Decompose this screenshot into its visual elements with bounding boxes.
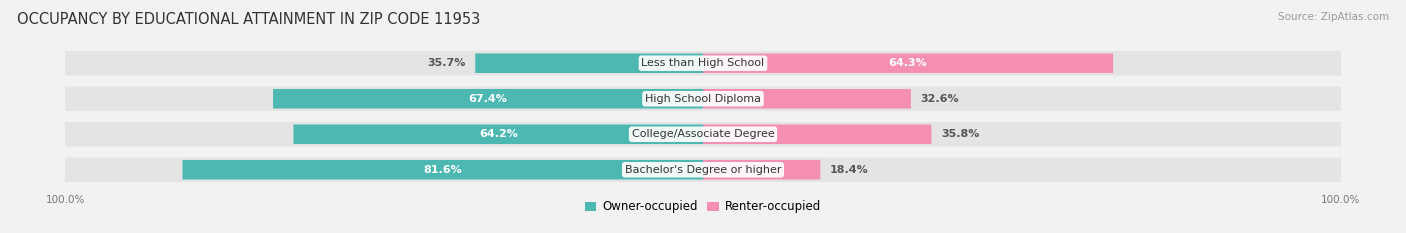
- Text: 32.6%: 32.6%: [921, 94, 959, 104]
- FancyBboxPatch shape: [65, 122, 1341, 147]
- Text: High School Diploma: High School Diploma: [645, 94, 761, 104]
- Legend: Owner-occupied, Renter-occupied: Owner-occupied, Renter-occupied: [579, 195, 827, 218]
- Text: 35.8%: 35.8%: [941, 129, 980, 139]
- Text: 35.7%: 35.7%: [427, 58, 465, 68]
- FancyBboxPatch shape: [273, 89, 703, 109]
- FancyBboxPatch shape: [65, 51, 1341, 75]
- FancyBboxPatch shape: [65, 158, 1341, 182]
- Text: 18.4%: 18.4%: [830, 165, 869, 175]
- Text: Source: ZipAtlas.com: Source: ZipAtlas.com: [1278, 12, 1389, 22]
- FancyBboxPatch shape: [475, 54, 703, 73]
- FancyBboxPatch shape: [703, 124, 931, 144]
- FancyBboxPatch shape: [183, 160, 703, 179]
- FancyBboxPatch shape: [65, 86, 1341, 111]
- FancyBboxPatch shape: [703, 89, 911, 109]
- Text: OCCUPANCY BY EDUCATIONAL ATTAINMENT IN ZIP CODE 11953: OCCUPANCY BY EDUCATIONAL ATTAINMENT IN Z…: [17, 12, 479, 27]
- Text: 64.2%: 64.2%: [479, 129, 517, 139]
- FancyBboxPatch shape: [703, 54, 1114, 73]
- Text: 67.4%: 67.4%: [468, 94, 508, 104]
- Text: Bachelor's Degree or higher: Bachelor's Degree or higher: [624, 165, 782, 175]
- Text: College/Associate Degree: College/Associate Degree: [631, 129, 775, 139]
- FancyBboxPatch shape: [703, 160, 820, 179]
- Text: 64.3%: 64.3%: [889, 58, 928, 68]
- Text: 100.0%: 100.0%: [1322, 195, 1361, 205]
- FancyBboxPatch shape: [294, 124, 703, 144]
- Text: 81.6%: 81.6%: [423, 165, 463, 175]
- Text: 100.0%: 100.0%: [45, 195, 84, 205]
- Text: Less than High School: Less than High School: [641, 58, 765, 68]
